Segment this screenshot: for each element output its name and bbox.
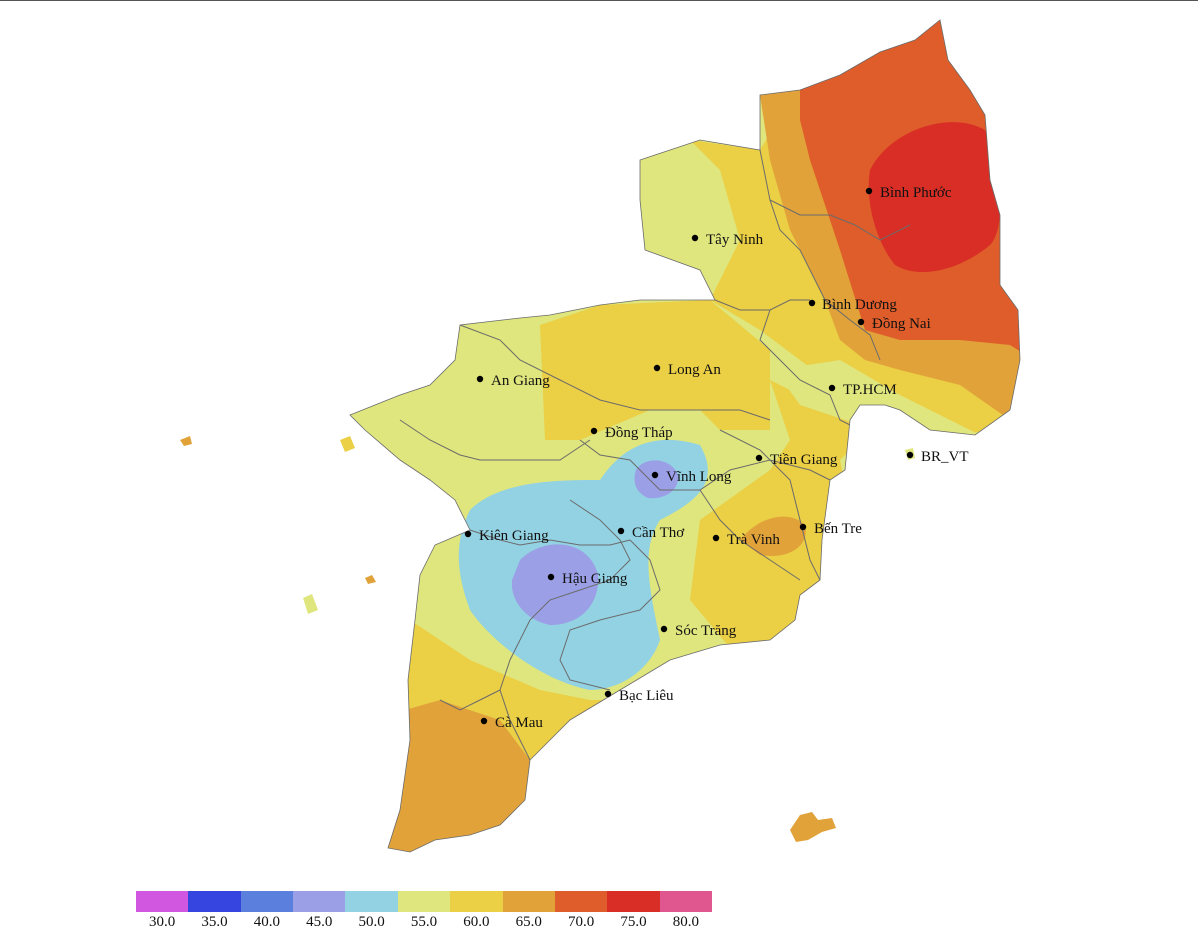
top-border-line (0, 0, 1198, 1)
legend-swatch (397, 891, 451, 912)
zone-65-south (380, 700, 530, 852)
island-small-2 (340, 436, 355, 452)
province-border (399, 419, 591, 461)
city-binh-duong[interactable]: Bình Dương (808, 297, 898, 313)
province-border (459, 324, 771, 421)
svg-text:Bình Dương: Bình Dương (822, 297, 897, 313)
svg-text:Bình Phước: Bình Phước (880, 185, 952, 201)
svg-text:Cà Mau: Cà Mau (495, 715, 543, 731)
legend-swatch (240, 891, 294, 912)
city-soc-trang[interactable]: Sóc Trăng (660, 623, 737, 639)
legend-label: 30.0 (149, 914, 176, 930)
province-border (699, 489, 801, 581)
province-border (759, 149, 881, 361)
city-an-giang[interactable]: An Giang (476, 373, 550, 389)
province-borders (399, 149, 911, 761)
legend-swatch (293, 891, 346, 912)
city-dong-thap[interactable]: Đồng Tháp (590, 425, 673, 441)
legend-label: 80.0 (672, 914, 699, 930)
province-border (719, 429, 821, 581)
legend-label: 55.0 (410, 914, 438, 930)
province-border (499, 639, 531, 761)
zone-65-travinh (740, 516, 806, 556)
city-binh-phuoc[interactable]: Bình Phước (865, 185, 952, 201)
zone-60-west-island (190, 435, 248, 540)
province-border (579, 439, 831, 491)
legend-swatches (136, 891, 712, 912)
svg-text:Tiền Giang: Tiền Giang (770, 452, 838, 468)
zone-65-west-island (192, 445, 238, 540)
legend-label: 75.0 (620, 914, 647, 930)
svg-text:Hậu Giang: Hậu Giang (562, 571, 628, 587)
legend-label: 40.0 (253, 914, 281, 930)
province-border (519, 499, 631, 641)
svg-text:Trà Vinh: Trà Vinh (727, 532, 780, 548)
zone-75 (868, 122, 1001, 273)
svg-text:Đồng Tháp: Đồng Tháp (605, 425, 673, 441)
city-vinh-long[interactable]: Vĩnh Long (651, 469, 732, 485)
svg-text:Cần Thơ: Cần Thơ (632, 525, 685, 541)
zone-45-haugiang (511, 544, 599, 625)
province-border (769, 199, 911, 241)
province-border (559, 539, 661, 691)
legend-swatch (136, 891, 189, 912)
color-legend: 30.0 35.0 40.0 45.0 50.0 55.0 60.0 65.0 70.0 75.0… (136, 891, 712, 941)
svg-text:TP.HCM: TP.HCM (843, 382, 897, 398)
island-bottom-right (790, 812, 836, 842)
legend-swatch (659, 891, 712, 912)
city-tay-ninh[interactable]: Tây Ninh (691, 232, 764, 248)
legend-label: 60.0 (463, 914, 490, 930)
zone-55-hcm (775, 360, 990, 440)
svg-text:Sóc Trăng: Sóc Trăng (675, 623, 737, 639)
city-tp-hcm[interactable]: TP.HCM (828, 382, 897, 398)
city-bac-lieu[interactable]: Bạc Liêu (604, 688, 674, 704)
legend-label: 45.0 (306, 914, 333, 930)
province-border (469, 529, 631, 546)
legend-label: 35.0 (201, 914, 228, 930)
legend-swatch (345, 891, 398, 912)
legend-label: 65.0 (515, 914, 542, 930)
legend-swatch (554, 891, 608, 912)
svg-text:Bến Tre: Bến Tre (814, 521, 862, 537)
zone-45-vinhlong (634, 460, 679, 499)
svg-text:Tây Ninh: Tây Ninh (706, 232, 764, 248)
city-hau-giang[interactable]: Hậu Giang (547, 571, 628, 587)
province-border (439, 689, 501, 711)
city-kien-giang[interactable]: Kiên Giang (464, 528, 549, 544)
city-long-an[interactable]: Long An (653, 362, 722, 378)
legend-labels: 30.0 35.0 40.0 45.0 50.0 55.0 60.0 65.0 70.0 75.0… (136, 914, 712, 936)
city-ca-mau[interactable]: Cà Mau (480, 715, 544, 731)
city-br-vt[interactable]: BR_VT (906, 449, 969, 465)
svg-text:Kiên Giang: Kiên Giang (479, 528, 549, 544)
svg-text:Vĩnh Long: Vĩnh Long (666, 469, 732, 485)
city-ben-tre[interactable]: Bến Tre (799, 521, 862, 537)
svg-text:Long An: Long An (668, 362, 721, 378)
island-small-4 (303, 594, 318, 614)
legend-swatch (502, 891, 555, 912)
svg-text:BR_VT: BR_VT (921, 449, 969, 465)
land-outline (349, 19, 1021, 853)
island-small-3 (365, 575, 376, 584)
choropleth-map: Bình Phước Tây Ninh Bình Dương Đồng Nai … (180, 19, 1021, 853)
city-tra-vinh[interactable]: Trà Vinh (712, 532, 781, 548)
legend-swatch (188, 891, 241, 912)
svg-text:Đồng Nai: Đồng Nai (872, 316, 931, 332)
svg-text:An Giang: An Giang (491, 373, 550, 389)
legend-label: 70.0 (567, 914, 595, 930)
svg-text:Bạc Liêu: Bạc Liêu (619, 688, 674, 704)
legend-swatch (450, 891, 503, 912)
city-dong-nai[interactable]: Đồng Nai (857, 316, 931, 332)
island-small-1 (180, 436, 192, 446)
city-can-tho[interactable]: Cần Thơ (617, 525, 686, 541)
legend-label: 50.0 (358, 914, 385, 930)
province-border (759, 309, 851, 426)
city-markers: Bình Phước Tây Ninh Bình Dương Đồng Nai … (464, 185, 969, 731)
city-tien-giang[interactable]: Tiền Giang (755, 452, 838, 468)
legend-swatch (607, 891, 660, 912)
